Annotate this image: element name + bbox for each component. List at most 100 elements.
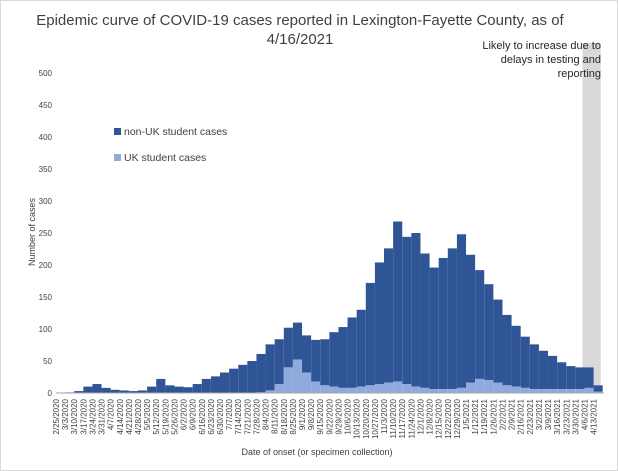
y-tick-label: 200 [39, 261, 53, 270]
x-tick-label: 9/1/2020 [298, 398, 307, 430]
x-tick-label: 12/15/2020 [435, 398, 444, 439]
x-tick-label: 3/23/2021 [562, 398, 571, 434]
bar-uk [265, 390, 275, 393]
bar-uk [365, 385, 375, 393]
x-tick-label: 3/24/2020 [88, 398, 97, 434]
x-tick-label: 12/1/2020 [416, 398, 425, 434]
bar-non-uk [265, 344, 275, 391]
bar-non-uk [292, 322, 303, 360]
bar-uk [374, 384, 385, 393]
bar-uk [566, 389, 576, 393]
bar-non-uk [347, 317, 357, 388]
bar-non-uk [511, 325, 521, 387]
x-tick-label: 8/4/2020 [262, 398, 271, 430]
x-tick-label: 5/5/2020 [143, 398, 152, 430]
bar-non-uk [502, 314, 512, 386]
x-tick-label: 1/5/2021 [462, 398, 471, 430]
x-tick-label: 4/21/2020 [125, 398, 134, 434]
y-tick-label: 250 [39, 229, 53, 238]
bar-uk [302, 372, 312, 393]
bar-non-uk [384, 248, 394, 383]
x-tick-label: 10/20/2020 [362, 398, 371, 439]
x-tick-label: 7/14/2020 [234, 398, 243, 434]
note-line-1: Likely to increase due to [482, 40, 601, 52]
bar-non-uk [484, 284, 494, 381]
bar-uk [402, 384, 412, 393]
bar-non-uk [466, 254, 476, 383]
bar-non-uk [147, 386, 157, 393]
y-axis-label: Number of cases [27, 197, 37, 266]
x-tick-label: 6/9/2020 [189, 398, 198, 430]
legend-swatch-uk [114, 154, 121, 161]
y-tick-label: 50 [43, 357, 52, 366]
x-tick-label: 4/7/2020 [107, 398, 116, 430]
bar-non-uk [174, 386, 184, 393]
bar-non-uk [338, 327, 348, 388]
x-tick-label: 11/10/2020 [389, 398, 398, 438]
x-tick-label: 3/17/2020 [79, 398, 88, 434]
bar-non-uk [538, 350, 549, 390]
x-tick-label: 2/2/2021 [498, 398, 507, 430]
bar-uk [311, 381, 321, 393]
x-tick-label: 10/27/2020 [371, 398, 380, 439]
bar-non-uk [329, 332, 339, 387]
bar-non-uk [411, 233, 421, 387]
x-tick-label: 9/8/2020 [307, 398, 316, 430]
bar-non-uk [119, 390, 129, 393]
chart-title-line-2: 4/16/2021 [267, 31, 334, 48]
bar-uk [356, 386, 366, 393]
bar-uk [475, 378, 485, 393]
bar-non-uk [566, 366, 576, 390]
x-tick-label: 9/29/2020 [334, 398, 343, 434]
x-tick-label: 5/19/2020 [161, 398, 170, 434]
bar-non-uk [557, 362, 567, 390]
x-tick-label: 5/12/2020 [152, 398, 161, 434]
bar-uk [584, 387, 594, 393]
bar-uk [484, 380, 494, 393]
bar-uk [429, 389, 439, 393]
legend-label-uk: UK student cases [124, 152, 206, 164]
bar-non-uk [548, 355, 558, 390]
bar-uk [384, 382, 394, 393]
x-tick-label: 6/16/2020 [198, 398, 207, 434]
bar-non-uk [229, 368, 239, 393]
bar-non-uk [283, 327, 293, 368]
x-tick-label: 7/28/2020 [252, 398, 261, 434]
bar-uk [411, 386, 421, 393]
bar-non-uk [220, 372, 230, 393]
x-tick-label: 11/24/2020 [407, 398, 416, 438]
x-tick-label: 12/29/2020 [453, 398, 462, 439]
bar-non-uk [274, 339, 284, 385]
bar-non-uk [438, 257, 448, 390]
bar-uk [575, 389, 585, 393]
note-line-2: delays in testing and [501, 54, 601, 66]
x-tick-label: 6/2/2020 [180, 398, 189, 430]
bar-non-uk [365, 282, 375, 386]
x-tick-label: 1/26/2021 [489, 398, 498, 434]
x-tick-label: 9/15/2020 [316, 398, 325, 434]
y-tick-label: 150 [39, 293, 53, 302]
x-tick-label: 2/9/2021 [508, 398, 517, 430]
note-line-3: reporting [558, 68, 601, 80]
bar-non-uk [420, 253, 430, 388]
y-tick-label: 0 [48, 389, 53, 398]
x-tick-label: 3/9/2021 [544, 398, 553, 430]
bar-non-uk [475, 270, 485, 379]
bar-uk [338, 387, 348, 393]
bar-non-uk [447, 248, 457, 390]
bar-non-uk [302, 335, 312, 373]
bar-uk [493, 382, 503, 393]
bar-non-uk [128, 391, 139, 393]
bar-uk [393, 381, 403, 393]
x-tick-label: 3/3/2020 [61, 398, 70, 430]
x-tick-label: 10/13/2020 [353, 398, 362, 439]
y-tick-label: 400 [39, 133, 53, 142]
x-tick-label: 3/2/2021 [535, 398, 544, 430]
bar-uk [520, 387, 530, 393]
x-tick-label: 5/26/2020 [170, 398, 179, 434]
bar-uk [329, 386, 339, 393]
bar-non-uk [256, 353, 266, 393]
x-tick-label: 2/23/2021 [526, 398, 535, 434]
bar-non-uk [493, 299, 503, 383]
